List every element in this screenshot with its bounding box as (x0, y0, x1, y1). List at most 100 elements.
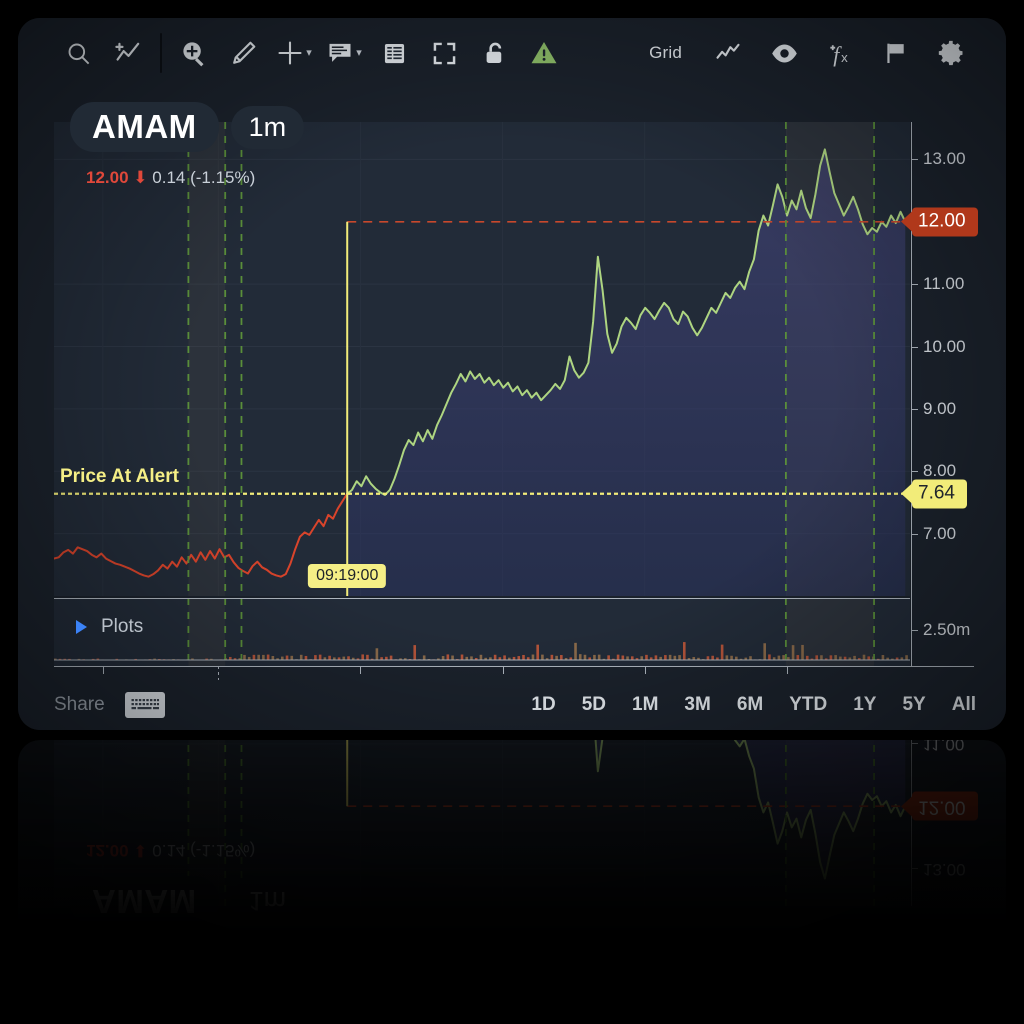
unlock-icon (470, 951, 518, 999)
alert-warning-icon (520, 951, 568, 999)
zoom-in-icon (170, 951, 218, 999)
line-chart-icon[interactable] (704, 29, 752, 77)
range-button-1y[interactable]: 1Y (853, 694, 877, 715)
add-function-icon: f x (816, 951, 864, 999)
quote-line: 12.00 ⬇ 0.14 (-1.15%) (86, 840, 255, 860)
change-value: 0.14 (152, 168, 186, 187)
gear-icon[interactable] (928, 29, 976, 77)
keyboard-icon[interactable] (124, 692, 165, 718)
ticker-label: AMAM (92, 883, 197, 920)
chart-panel: ▾ ▾ (18, 18, 1006, 730)
price-plot[interactable]: Price At Alert 09:19:00 (54, 122, 910, 596)
chart-area: AMAM 1m 12.00 ⬇ 0.14 (-1.15%) Price At A… (18, 740, 1006, 940)
toolbar-right-group: Grid f x (635, 29, 1006, 77)
volume-series-svg (54, 598, 910, 666)
alert-warning-icon[interactable] (520, 29, 568, 77)
chart-area[interactable]: AMAM 1m 12.00 ⬇ 0.14 (-1.15%) Price At A… (18, 88, 1006, 725)
toolbar: ▾ ▾ (18, 18, 1006, 88)
reflected-chart-panel: ▾ ▾ (18, 740, 1006, 1010)
chevron-down-icon[interactable]: ▾ (306, 46, 312, 59)
add-function-icon[interactable]: f x (816, 29, 864, 77)
last-price: 12.00 (86, 841, 129, 860)
range-button-3m[interactable]: 3M (684, 694, 711, 715)
footer-bar: Share 1D (18, 680, 1006, 730)
fullscreen-icon (420, 951, 468, 999)
price-area-fill (347, 149, 906, 596)
volume-tick (911, 630, 918, 631)
alert-price-label: Price At Alert (60, 465, 179, 487)
change-arrow-icon: ⬇ (133, 841, 148, 860)
toolbar: ▾ ▾ (18, 940, 1006, 1010)
draw-pencil-icon (220, 951, 268, 999)
range-button-1m[interactable]: 1M (632, 694, 659, 715)
zoom-in-icon[interactable] (170, 29, 218, 77)
price-tick-label: 11.00 (923, 740, 965, 754)
search-icon[interactable] (54, 29, 102, 77)
range-button-5y[interactable]: 5Y (902, 694, 926, 715)
toolbar-left-group: ▾ ▾ (18, 29, 568, 77)
time-tick (644, 666, 646, 674)
fullscreen-icon[interactable] (420, 29, 468, 77)
change-arrow-icon: ⬇ (133, 168, 148, 187)
range-selector[interactable]: 1D 5D 1M 3M 6M YTD 1Y 5Y All (531, 694, 976, 716)
share-button[interactable]: Share (54, 694, 105, 715)
range-button-ytd[interactable]: YTD (789, 694, 828, 715)
line-chart-icon (704, 951, 752, 999)
crosshair-time-badge: 09:19:00 (308, 564, 387, 588)
eye-icon (760, 951, 808, 999)
crosshair-icon[interactable]: ▾ (270, 29, 318, 77)
price-tick (911, 159, 918, 161)
change-percent: (-1.15%) (190, 841, 256, 860)
range-button-1d[interactable]: 1D (531, 694, 556, 715)
plots-toggle[interactable]: Plots (76, 616, 143, 638)
crosshair-icon: ▾ (270, 951, 318, 999)
interval-label: 1m (248, 111, 287, 142)
list-view-icon (370, 951, 418, 999)
range-button-6m[interactable]: 6M (736, 694, 764, 715)
interval-chip: 1m (230, 879, 305, 923)
toolbar-left-group: ▾ ▾ (18, 951, 568, 999)
unlock-icon[interactable] (470, 29, 518, 77)
panel-reflection: ▾ ▾ (18, 740, 1006, 1010)
volume-pane[interactable]: Plots (54, 598, 910, 666)
price-tick-label: 11.00 (923, 274, 965, 294)
alert-price-badge[interactable]: 7.64 (901, 479, 967, 509)
price-tick (911, 284, 918, 286)
eye-icon[interactable] (760, 29, 808, 77)
grid-button: Grid (649, 966, 682, 985)
flag-icon[interactable] (872, 29, 920, 77)
svg-text:x: x (841, 49, 848, 64)
price-area-fill (347, 740, 906, 879)
chevron-down-icon[interactable]: ▾ (356, 46, 362, 59)
range-button-all[interactable]: All (951, 694, 976, 715)
time-tick (786, 666, 788, 674)
draw-pencil-icon[interactable] (220, 29, 268, 77)
last-price-badge[interactable]: 12.00 (901, 207, 978, 237)
interval-label: 1m (248, 886, 287, 917)
flag-icon (872, 951, 920, 999)
annotation-icon: ▾ (320, 951, 368, 999)
expand-triangle-icon[interactable] (76, 620, 87, 634)
add-indicator-icon (104, 951, 152, 999)
add-indicator-icon[interactable] (104, 29, 152, 77)
toolbar-divider (160, 955, 162, 995)
price-axis[interactable]: 13.00 11.00 10.00 9.00 8.00 7.00 2.50m 12.00 7.6… (901, 122, 1006, 666)
chevron-down-icon: ▾ (356, 969, 362, 982)
annotation-icon[interactable]: ▾ (320, 29, 368, 77)
symbol-chips: AMAM 1m (70, 102, 305, 152)
grid-button[interactable]: Grid (649, 43, 682, 62)
ticker-label: AMAM (92, 108, 197, 145)
price-tick (911, 533, 918, 535)
quote-line: 12.00 ⬇ 0.14 (-1.15%) (86, 168, 255, 188)
volume-tick-label: 2.50m (923, 620, 971, 639)
ticker-chip[interactable]: AMAM (70, 102, 219, 152)
interval-chip[interactable]: 1m (230, 105, 305, 149)
price-tick-label: 9.00 (923, 398, 957, 418)
price-tick-label: 7.00 (923, 523, 957, 543)
range-button-5d[interactable]: 5D (581, 694, 606, 715)
time-axis-spine (54, 666, 974, 667)
symbol-chips: AMAM 1m (70, 876, 305, 926)
price-tick-label: 13.00 (923, 859, 966, 879)
list-view-icon[interactable] (370, 29, 418, 77)
